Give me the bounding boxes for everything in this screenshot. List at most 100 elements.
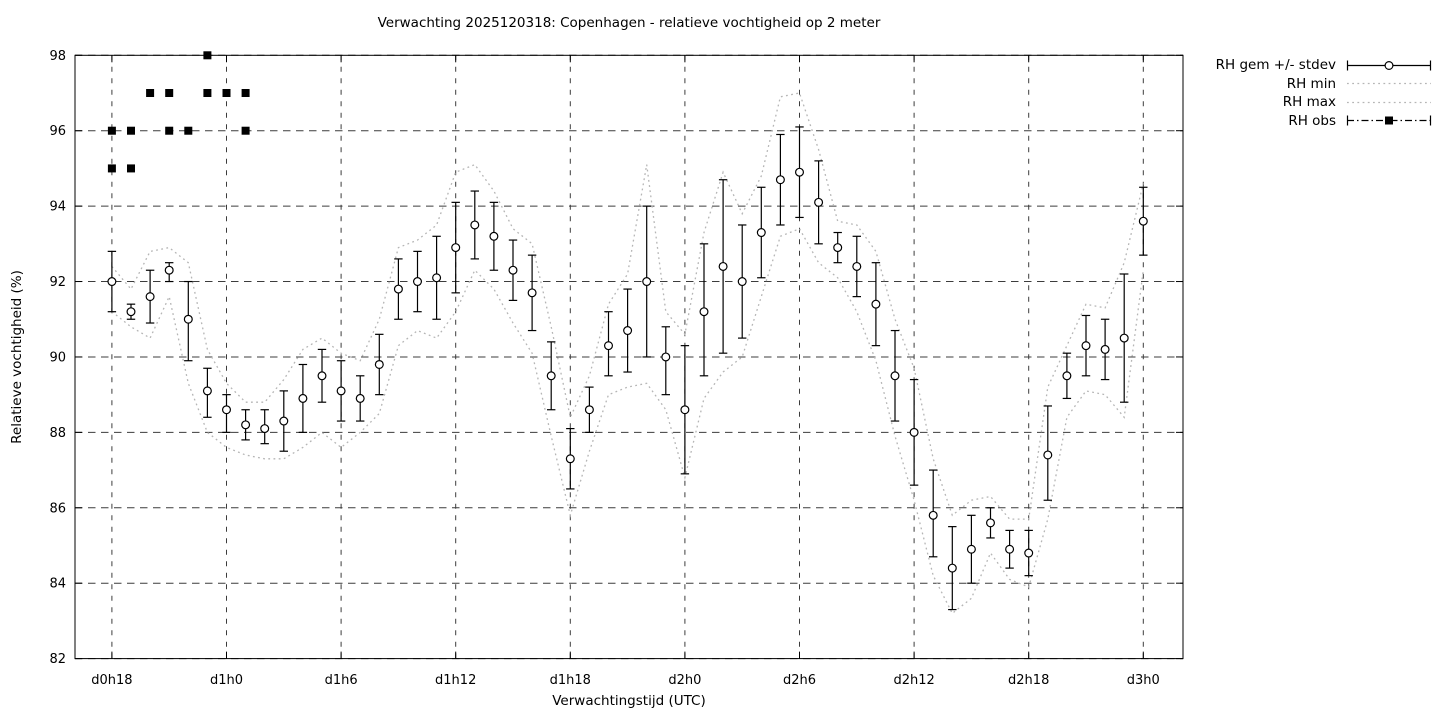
y-tick-label: 98 xyxy=(49,49,66,64)
rh-min-line xyxy=(111,227,1144,615)
obs-point xyxy=(184,126,193,135)
legend-label: RH gem +/- stdev xyxy=(1215,57,1336,74)
legend-entry-rh-obs: RH obs xyxy=(1216,112,1433,131)
legend-label: RH max xyxy=(1282,94,1336,111)
legend-obs-point xyxy=(1385,116,1393,125)
mean-point xyxy=(279,416,289,426)
mean-point xyxy=(661,352,671,362)
legend-sample-dashdot-square xyxy=(1346,115,1432,126)
y-tick-label: 86 xyxy=(49,501,66,516)
mean-point xyxy=(833,243,843,253)
obs-point xyxy=(127,126,135,135)
mean-point xyxy=(928,510,938,520)
y-tick-label: 84 xyxy=(49,577,66,592)
x-tick-label: d2h18 xyxy=(1008,673,1049,688)
obs-point xyxy=(241,126,250,135)
x-axis-label: Verwachtingstijd (UTC) xyxy=(552,693,706,709)
mean-point xyxy=(508,265,518,275)
mean-point xyxy=(1024,548,1034,558)
legend-label: RH min xyxy=(1286,75,1336,92)
error-bars xyxy=(107,126,1148,611)
mean-point xyxy=(699,307,709,317)
mean-point xyxy=(1100,344,1110,354)
legend-entry-rh-min: RH min xyxy=(1216,75,1433,94)
obs-point xyxy=(165,126,174,135)
mean-point xyxy=(451,243,461,253)
obs-point xyxy=(107,164,116,173)
obs-point xyxy=(241,89,250,98)
mean-point xyxy=(909,427,919,437)
mean-point xyxy=(1138,216,1148,226)
x-tick-label: d1h0 xyxy=(210,673,243,688)
mean-point xyxy=(623,326,633,336)
mean-point xyxy=(1119,333,1129,343)
mean-point xyxy=(603,341,613,351)
obs-point xyxy=(165,89,174,98)
mean-point xyxy=(489,231,499,241)
x-tick-label: d1h12 xyxy=(435,673,476,688)
rh-obs-series xyxy=(107,51,250,173)
x-tick-label: d3h0 xyxy=(1127,673,1160,688)
legend-sample-dotted xyxy=(1347,83,1431,85)
obs-point xyxy=(222,89,231,98)
mean-point xyxy=(317,371,327,381)
y-tick-label: 92 xyxy=(49,275,66,290)
mean-point xyxy=(393,284,403,294)
mean-point xyxy=(565,454,575,464)
chart-title: Verwachting 2025120318: Copenhagen - rel… xyxy=(377,15,881,31)
mean-point xyxy=(336,386,346,396)
y-tick-label: 88 xyxy=(49,426,66,441)
legend-sample-errorbar-circle xyxy=(1346,60,1432,71)
mean-point xyxy=(890,371,900,381)
mean-point xyxy=(814,197,824,207)
mean-point xyxy=(260,424,270,434)
mean-point xyxy=(737,277,747,287)
mean-point xyxy=(413,277,423,287)
legend: RH gem +/- stdev RH min RH max RH obs xyxy=(1216,56,1433,130)
mean-point xyxy=(355,393,365,403)
y-tick-label: 90 xyxy=(49,350,66,365)
mean-point xyxy=(241,420,251,430)
mean-point xyxy=(298,393,308,403)
rh-mean-series xyxy=(107,167,1148,573)
mean-point xyxy=(222,405,232,415)
mean-point xyxy=(642,277,652,287)
mean-point xyxy=(183,314,193,324)
mean-point xyxy=(756,228,766,238)
mean-point xyxy=(985,518,995,528)
obs-point xyxy=(127,164,135,173)
mean-point xyxy=(126,307,136,317)
mean-point xyxy=(546,371,556,381)
mean-point xyxy=(794,167,804,177)
y-tick-label: 82 xyxy=(49,652,66,667)
mean-point xyxy=(947,563,957,573)
mean-point xyxy=(1043,450,1053,460)
mean-point xyxy=(680,405,690,415)
grid-lines xyxy=(75,54,1183,660)
legend-entry-rh-max: RH max xyxy=(1216,93,1433,112)
mean-point xyxy=(966,544,976,554)
legend-sample-dotted xyxy=(1347,101,1431,103)
mean-point xyxy=(470,220,480,230)
legend-entry-rh-gem-stdev: RH gem +/- stdev xyxy=(1216,56,1433,75)
mean-point xyxy=(374,359,384,369)
mean-point xyxy=(107,277,117,287)
tick-labels: 82 84 86 88 90 92 94 96 98 d0h18 d1h0 d1h6 d1h12 d1h1… xyxy=(49,49,1159,688)
mean-point xyxy=(852,261,862,271)
x-tick-label: d2h6 xyxy=(783,673,816,688)
x-tick-label: d2h0 xyxy=(668,673,701,688)
obs-point xyxy=(203,89,212,98)
mean-point xyxy=(145,292,155,302)
mean-point xyxy=(202,386,212,396)
mean-point xyxy=(432,273,442,283)
mean-point xyxy=(164,265,174,275)
mean-point xyxy=(1081,341,1091,351)
y-tick-label: 94 xyxy=(49,200,66,215)
y-tick-label: 96 xyxy=(49,124,66,139)
obs-point xyxy=(146,89,155,98)
mean-point xyxy=(775,175,785,185)
obs-point xyxy=(107,126,116,135)
mean-point xyxy=(1005,544,1015,554)
